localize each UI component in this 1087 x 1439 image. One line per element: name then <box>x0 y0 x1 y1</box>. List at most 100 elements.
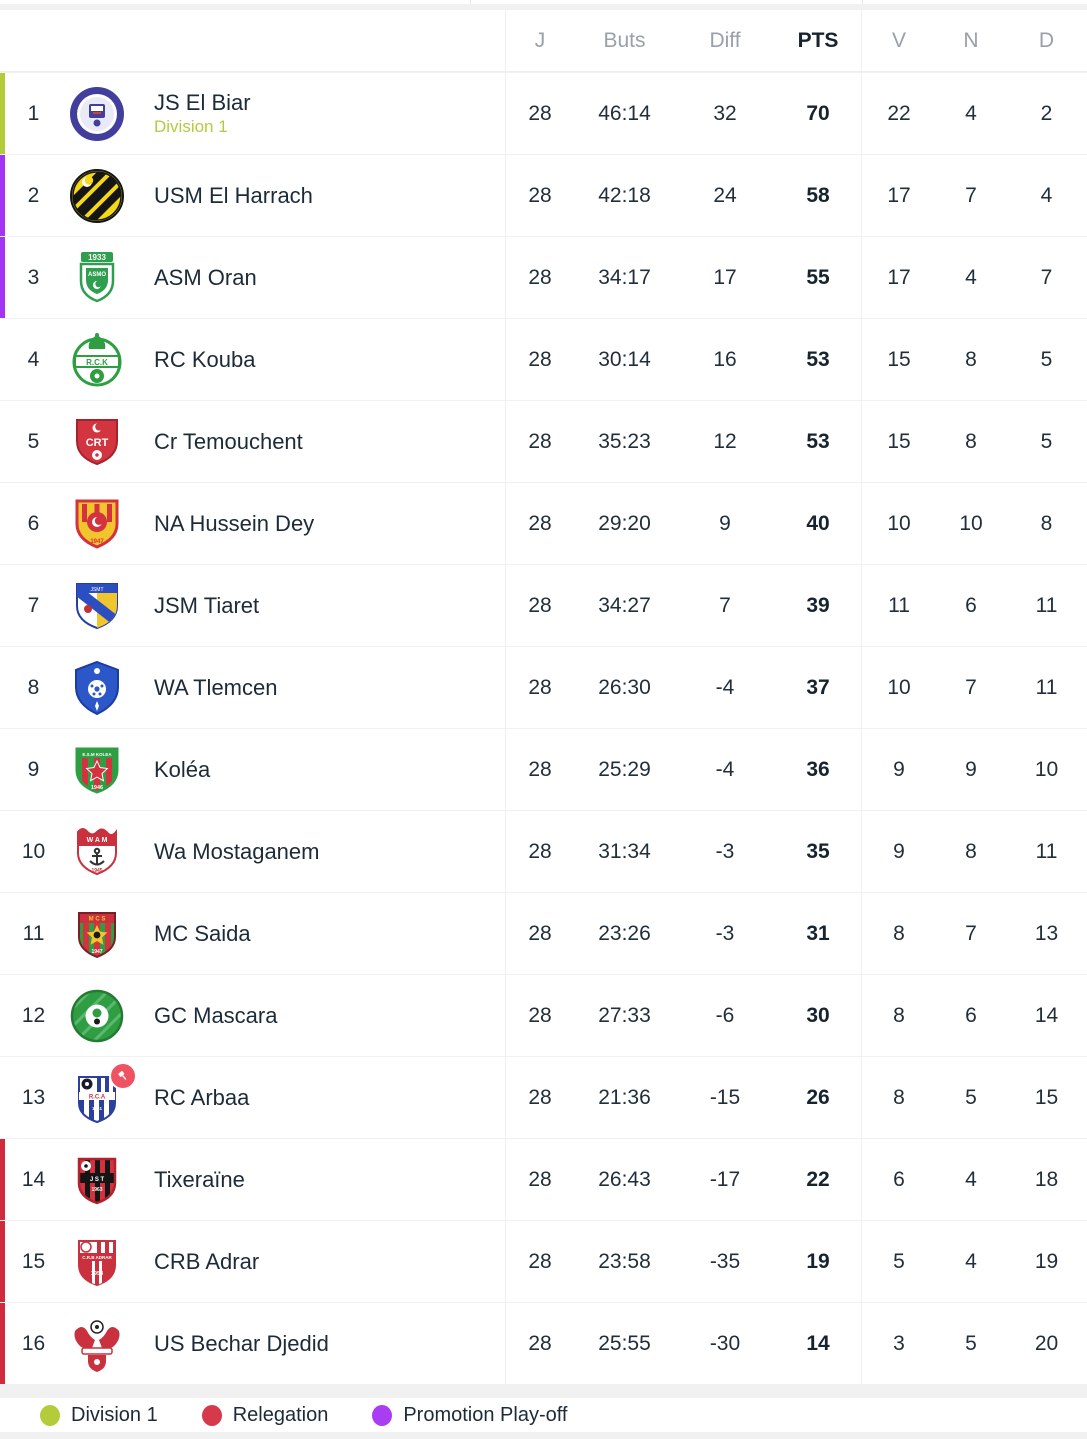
header-v[interactable]: V <box>891 28 906 52</box>
svg-text:M C S: M C S <box>89 916 106 922</box>
cell-pts: 37 <box>806 675 830 699</box>
team-name[interactable]: MC Saida <box>154 920 251 946</box>
cell-j: 28 <box>528 1167 552 1191</box>
team-logo-wa-mostaganem: W A M 1945 <box>68 823 126 881</box>
table-row[interactable]: 12 GC Mascara 28 27:33 -6 30 8 6 14 <box>0 974 1087 1056</box>
cell-diff: 12 <box>713 429 737 453</box>
cell-pts: 14 <box>806 1331 830 1355</box>
table-row[interactable]: 1 JS El Biar Division 1 28 46:14 32 70 2… <box>0 72 1087 154</box>
team-name[interactable]: CRB Adrar <box>154 1248 260 1274</box>
status-bar <box>0 1303 5 1384</box>
cell-buts: 34:27 <box>598 593 651 617</box>
cell-diff: 16 <box>713 347 737 371</box>
cell-d: 5 <box>1040 429 1053 453</box>
cell-n: 6 <box>965 593 977 617</box>
rank: 5 <box>27 429 40 453</box>
cell-pts: 58 <box>806 183 830 207</box>
legend-item-division1: Division 1 <box>40 1404 158 1427</box>
header-pts[interactable]: PTS <box>775 10 862 71</box>
team-logo-crb-adrar: C.R.B ADRAR 1958 <box>68 1233 126 1291</box>
table-row[interactable]: 15 C.R.B ADRAR 1958 CRB Adrar 28 23:58 -3… <box>0 1220 1087 1302</box>
team-logo-cr-temouchent: CRT <box>68 413 126 471</box>
cell-diff: -6 <box>715 1003 735 1027</box>
table-row[interactable]: 6 1947 NA Hussein Dey 28 29:20 9 40 10 1… <box>0 482 1087 564</box>
divider <box>0 4 1087 10</box>
cell-buts: 23:26 <box>598 921 651 945</box>
cell-n: 4 <box>965 101 977 125</box>
team-logo-kolea: E.S.M KOLEA 1946 <box>68 741 126 799</box>
table-row[interactable]: 8 WA Tlemcen 28 26:30 -4 37 10 7 11 <box>0 646 1087 728</box>
table-row[interactable]: 3 1933 ASMO ASM Oran 28 34:17 17 55 17 4 … <box>0 236 1087 318</box>
legend-item-promotion-playoff: Promotion Play-off <box>372 1404 567 1427</box>
table-row[interactable]: 11 M C S 1947 MC Saida 28 23:26 -3 31 8 7… <box>0 892 1087 974</box>
cell-buts: 25:55 <box>598 1331 651 1355</box>
table-row[interactable]: 4 R.C.K RC Kouba 28 30:14 16 53 15 8 5 <box>0 318 1087 400</box>
team-name[interactable]: WA Tlemcen <box>154 674 278 700</box>
team-name[interactable]: RC Kouba <box>154 346 256 372</box>
header-n[interactable]: N <box>963 28 979 52</box>
header-j[interactable]: J <box>534 28 546 52</box>
table-row[interactable]: 9 E.S.M KOLEA 1946 Koléa 28 25:29 -4 36 9… <box>0 728 1087 810</box>
team-name[interactable]: JSM Tiaret <box>154 592 260 618</box>
team-name[interactable]: Tixeraïne <box>154 1166 245 1192</box>
team-logo-rc-arbaa: R.C.A 1941 <box>68 1063 135 1127</box>
cell-d: 15 <box>1034 1085 1059 1109</box>
team-name[interactable]: NA Hussein Dey <box>154 510 315 536</box>
team-name[interactable]: GC Mascara <box>154 1002 278 1028</box>
legend-item-relegation: Relegation <box>201 1404 328 1427</box>
cell-n: 10 <box>959 511 983 535</box>
cell-diff: 17 <box>713 265 737 289</box>
svg-text:E.S.M KOLEA: E.S.M KOLEA <box>82 752 112 757</box>
header-buts[interactable]: Buts <box>603 28 646 52</box>
cell-j: 28 <box>528 511 552 535</box>
table-row[interactable]: 14 J S T 1963 Tixeraïne 28 26:43 -17 22 6… <box>0 1138 1087 1220</box>
cell-diff: -4 <box>715 675 735 699</box>
cell-diff: -3 <box>715 839 735 863</box>
cell-d: 11 <box>1035 593 1058 617</box>
cell-v: 8 <box>893 921 905 945</box>
team-logo-asm-oran: 1933 ASMO <box>68 249 126 307</box>
cropped-row-above <box>0 0 1087 4</box>
team-name[interactable]: JS El Biar <box>154 89 251 115</box>
cell-n: 8 <box>965 429 977 453</box>
cell-v: 10 <box>887 511 911 535</box>
cell-j: 28 <box>528 101 552 125</box>
cell-diff: -17 <box>709 1167 741 1191</box>
cell-d: 4 <box>1040 183 1053 207</box>
cell-diff: -4 <box>715 757 735 781</box>
team-name[interactable]: Wa Mostaganem <box>154 838 320 864</box>
cell-buts: 21:36 <box>598 1085 651 1109</box>
cell-n: 8 <box>965 347 977 371</box>
cell-d: 10 <box>1034 757 1059 781</box>
svg-text:J S T: J S T <box>90 1177 105 1183</box>
header-team-col <box>132 10 506 71</box>
cell-d: 11 <box>1035 839 1058 863</box>
rank: 14 <box>21 1167 46 1191</box>
cell-j: 28 <box>528 839 552 863</box>
team-name[interactable]: RC Arbaa <box>154 1084 250 1110</box>
cell-n: 7 <box>965 675 977 699</box>
table-row[interactable]: 13 R.C.A 1941 RC Arbaa 28 21:36 -15 26 8 … <box>0 1056 1087 1138</box>
table-row[interactable]: 10 W A M 1945 Wa Mostaganem 28 31:34 -3 3… <box>0 810 1087 892</box>
table-row[interactable]: 16 US Bechar Djedid 28 25:55 -30 14 3 5 … <box>0 1302 1087 1384</box>
team-name[interactable]: Cr Temouchent <box>154 428 303 454</box>
table-row[interactable]: 2 USM El Harrach 28 42:18 24 58 17 7 4 <box>0 154 1087 236</box>
cell-n: 5 <box>965 1331 977 1355</box>
table-row[interactable]: 7 JSMT JSM Tiaret 28 34:27 7 39 11 6 11 <box>0 564 1087 646</box>
header-diff[interactable]: Diff <box>709 28 741 52</box>
team-name[interactable]: Koléa <box>154 756 211 782</box>
svg-text:1947: 1947 <box>91 949 102 955</box>
table-row[interactable]: 5 CRT Cr Temouchent 28 35:23 12 53 15 8 … <box>0 400 1087 482</box>
cell-v: 15 <box>887 429 911 453</box>
cell-diff: 7 <box>719 593 731 617</box>
team-name[interactable]: USM El Harrach <box>154 182 313 208</box>
cell-buts: 46:14 <box>598 101 651 125</box>
header-d[interactable]: D <box>1038 28 1055 52</box>
rank: 6 <box>27 511 40 535</box>
rank: 3 <box>27 265 40 289</box>
rank: 12 <box>21 1003 46 1027</box>
svg-text:1958: 1958 <box>91 1271 103 1277</box>
team-name[interactable]: US Bechar Djedid <box>154 1330 329 1356</box>
cell-j: 28 <box>528 1249 552 1273</box>
team-name[interactable]: ASM Oran <box>154 264 257 290</box>
